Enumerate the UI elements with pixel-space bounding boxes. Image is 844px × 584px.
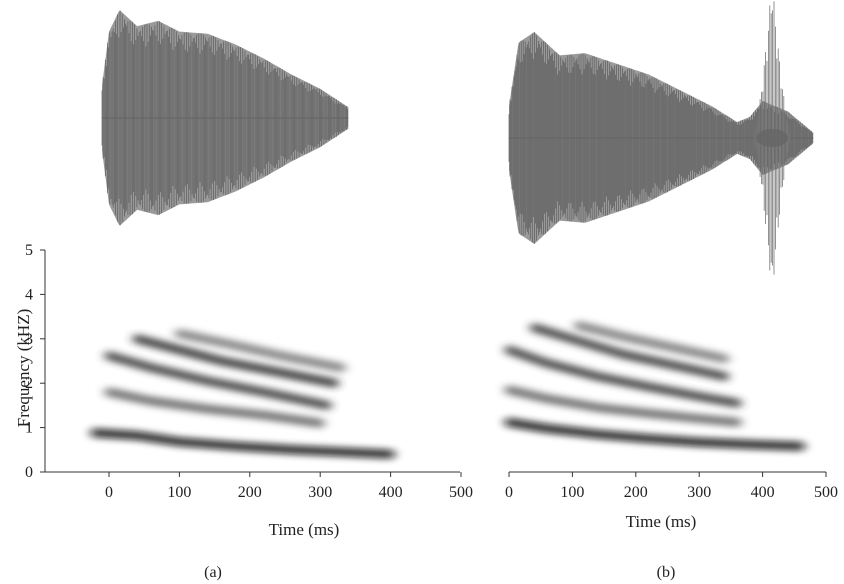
y-tick-label: 3 [25,331,33,348]
waveform-a [101,10,349,226]
panel-label-a: (a) [204,564,222,581]
axes-b: 0 100 200 300 400 500 [505,471,838,501]
panel-label-b: (b) [657,564,676,581]
x-tick-label: 200 [624,484,648,501]
x-tick-label: 400 [751,484,775,501]
formant-band [504,417,806,451]
x-tick-label: 300 [308,484,332,501]
y-axis-label: Frequency (kHZ) [14,309,33,428]
x-tick-label: 0 [505,484,513,501]
x-tick-label: 100 [167,484,191,501]
panel-b: 0 100 200 300 400 500 Time (ms) (b) [504,1,838,581]
y-tick-label: 4 [25,286,33,303]
x-axis-label-b: Time (ms) [626,512,697,531]
waveform-b [508,1,814,275]
panel-a: 0 100 200 300 400 500 0 1 2 3 4 5 Frequency (kHZ) T… [14,10,473,581]
formant-band [529,323,730,381]
spectrogram-a [90,329,396,459]
y-tick-label: 1 [25,420,33,437]
formant-band [90,428,396,459]
formant-band [132,334,339,388]
x-tick-label: 200 [238,484,262,501]
x-tick-label: 0 [105,484,113,501]
spectrogram-b [504,321,806,451]
formant-band [574,321,730,364]
axes-a: 0 100 200 300 400 500 0 1 2 3 4 5 [25,242,473,501]
y-tick-label: 2 [25,375,33,392]
formant-band [504,385,742,427]
x-axis-label-a: Time (ms) [269,520,340,539]
x-tick-label: 500 [814,484,838,501]
formant-band [504,345,742,408]
x-tick-label: 400 [379,484,403,501]
x-tick-label: 300 [687,484,711,501]
burst-core [756,129,788,147]
y-tick-label: 5 [25,242,33,259]
x-tick-label: 100 [560,484,584,501]
formant-band [174,329,346,373]
formant-band [104,387,325,428]
formant-band [104,351,332,410]
y-tick-label: 0 [25,464,33,481]
x-tick-label: 500 [449,484,473,501]
